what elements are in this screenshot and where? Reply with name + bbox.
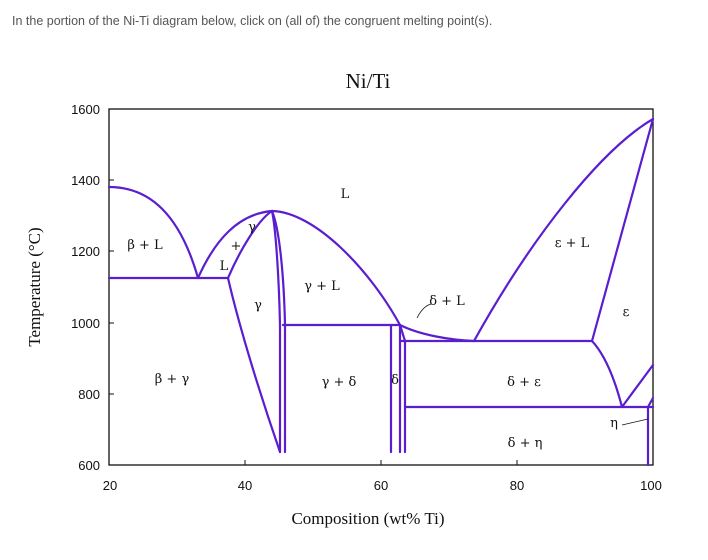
x-axis-label: Composition (wt% Ti)	[291, 509, 444, 528]
label-gamma-top: γ	[248, 220, 256, 235]
label-epsilon-L: ε + L	[555, 236, 590, 251]
x-tick-100: 100	[640, 478, 662, 493]
y-tick-1000: 1000	[71, 316, 100, 331]
label-epsilon: ε	[623, 305, 630, 320]
label-delta-L: δ + L	[429, 294, 465, 309]
point-ti-melting[interactable]	[644, 110, 662, 128]
question-text: In the portion of the Ni-Ti diagram belo…	[12, 14, 493, 28]
point-beta-eutectic[interactable]	[189, 269, 207, 287]
label-beta-gamma: β + γ	[155, 372, 190, 387]
y-tick-marks	[109, 108, 114, 466]
label-L-small: L	[220, 259, 229, 274]
label-eta: η	[610, 416, 618, 431]
x-tick-40: 40	[238, 478, 252, 493]
y-tick-1200: 1200	[71, 244, 100, 259]
point-eutectoid[interactable]	[613, 398, 631, 416]
point-delta-peritectic[interactable]	[391, 316, 409, 334]
label-gamma: γ	[254, 298, 262, 313]
x-tick-marks	[108, 460, 654, 465]
label-leaders	[416, 303, 649, 426]
diagram-title: Ni/Ti	[346, 69, 391, 93]
x-tick-80: 80	[510, 478, 524, 493]
plot-frame	[108, 108, 654, 466]
label-L: L	[341, 187, 350, 202]
label-delta-epsilon: δ + ε	[507, 375, 541, 390]
label-beta-L: β + L	[127, 238, 163, 253]
y-tick-800: 800	[78, 387, 100, 402]
y-tick-600: 600	[78, 458, 100, 473]
label-delta-narrow: δ	[391, 373, 399, 388]
point-epsilon-peritectic[interactable]	[465, 332, 483, 350]
phase-boundaries	[107, 117, 655, 467]
label-gamma-delta: γ + δ	[322, 375, 357, 390]
y-axis-label: Temperature (°C)	[25, 227, 44, 346]
y-tick-1600: 1600	[71, 102, 100, 117]
label-plus: +	[231, 239, 242, 254]
label-delta-eta: δ + η	[508, 436, 543, 451]
y-tick-1400: 1400	[71, 173, 100, 188]
label-gamma-L: γ + L	[304, 279, 340, 294]
point-gamma-maximum[interactable]	[263, 202, 281, 220]
x-tick-60: 60	[374, 478, 388, 493]
x-tick-20: 20	[103, 478, 117, 493]
